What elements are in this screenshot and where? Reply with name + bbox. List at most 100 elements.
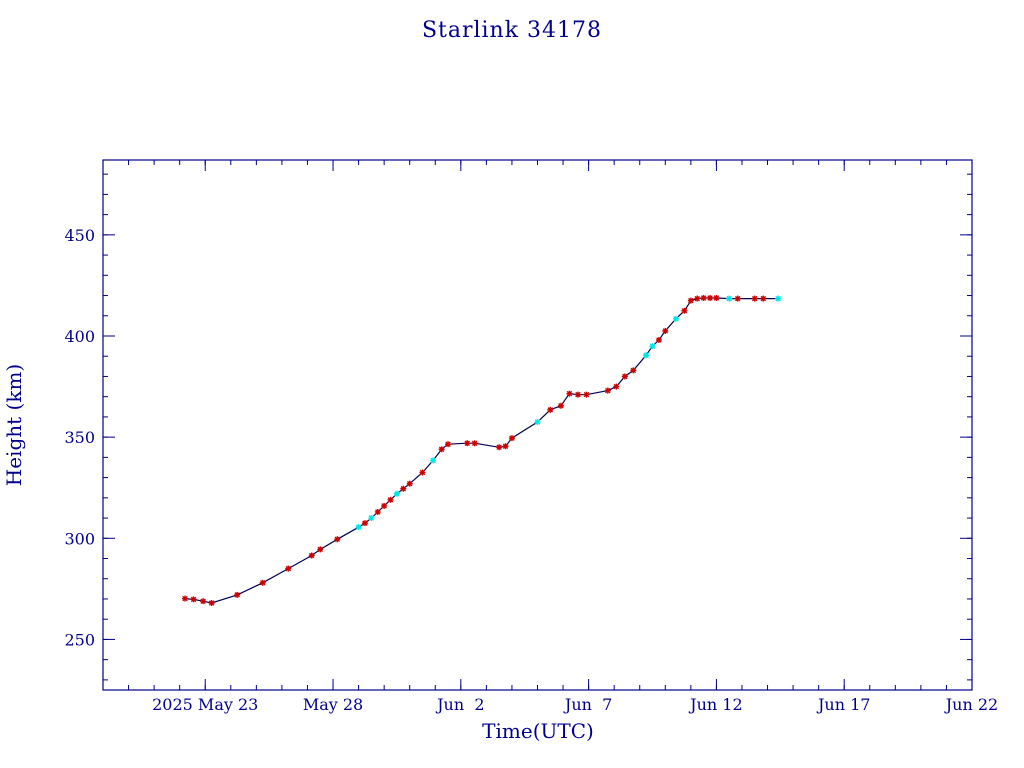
data-point-d2	[308, 552, 315, 559]
data-point	[234, 591, 241, 598]
data-point-d2	[355, 524, 362, 530]
data-point	[430, 457, 437, 464]
data-point-d2	[662, 328, 669, 334]
data-point-d2	[285, 565, 292, 572]
x-axis-label: Time(UTC)	[482, 719, 594, 743]
data-point-d2	[430, 457, 436, 464]
chart-title: Starlink 34178	[422, 18, 602, 43]
data-point-d2	[208, 600, 215, 606]
data-point-d2	[317, 546, 323, 553]
data-point	[381, 502, 388, 509]
data-point	[534, 418, 541, 425]
data-point-d2	[583, 391, 590, 398]
data-point-d2	[694, 295, 700, 302]
data-point	[604, 387, 611, 394]
data-point	[557, 402, 564, 409]
data-point-d2	[656, 337, 662, 343]
data-point	[751, 295, 758, 302]
data-point	[334, 536, 341, 543]
x-tick-label: Jun 12	[688, 695, 742, 714]
data-point	[361, 520, 368, 527]
data-point-d2	[182, 595, 188, 602]
data-point-d2	[200, 598, 206, 604]
data-point-d2	[643, 352, 649, 358]
data-point	[713, 294, 720, 301]
data-point-d2	[419, 469, 426, 476]
data-point	[734, 295, 741, 302]
data-point-d2	[760, 295, 767, 302]
data-point-d2	[190, 596, 197, 603]
y-tick-label: 450	[64, 226, 95, 245]
data-point-d2	[726, 295, 732, 302]
data-point-d2	[775, 295, 781, 302]
data-point-d2	[400, 485, 407, 492]
y-tick-label: 400	[64, 327, 95, 346]
data-series	[182, 294, 782, 607]
x-tick-label: Jun 17	[816, 695, 870, 714]
data-point-d2	[622, 373, 628, 380]
data-point-d2	[259, 580, 266, 586]
data-point	[355, 524, 362, 531]
data-point	[547, 406, 554, 413]
data-point-d2	[630, 367, 637, 374]
data-point	[681, 307, 688, 314]
series-line	[184, 297, 779, 604]
data-point-d2	[681, 307, 688, 314]
data-point	[502, 443, 509, 450]
data-point-d2	[566, 390, 573, 397]
data-point	[649, 343, 656, 350]
data-point-d2	[464, 440, 470, 446]
data-point-d2	[558, 403, 564, 409]
y-tick-label: 300	[64, 529, 95, 548]
data-point	[566, 390, 573, 397]
data-point-d2	[496, 444, 502, 450]
data-point	[621, 373, 628, 380]
data-point	[438, 446, 445, 453]
data-point	[574, 391, 581, 398]
data-point-d2	[445, 441, 451, 447]
data-point	[259, 579, 266, 586]
data-point	[496, 444, 503, 451]
data-point	[387, 496, 394, 503]
data-point-d2	[613, 383, 620, 390]
data-point-d2	[509, 435, 515, 441]
data-point-d2	[700, 295, 707, 301]
data-point	[655, 337, 662, 344]
data-point-d2	[534, 419, 541, 425]
data-point-d2	[502, 443, 509, 449]
data-point-d2	[649, 343, 656, 349]
data-point	[464, 440, 471, 447]
data-point	[419, 469, 426, 476]
data-point-d2	[406, 480, 413, 487]
data-point	[775, 295, 782, 302]
data-point	[700, 294, 707, 301]
data-point-d2	[605, 387, 611, 394]
data-point	[317, 546, 324, 553]
data-point	[368, 515, 375, 522]
data-point	[508, 435, 515, 442]
axes: 2025 May 23 May 28 Jun 2 Jun 7 Jun 12 Jun 17 J…	[64, 159, 998, 714]
data-point	[760, 295, 767, 302]
data-point-d2	[471, 440, 478, 446]
data-point-d2	[575, 391, 581, 398]
data-point-d2	[362, 520, 368, 526]
data-point-d2	[547, 407, 554, 413]
data-point-d2	[375, 509, 381, 515]
x-tick-label: Jun 22	[944, 695, 998, 714]
y-axis-label: Height (km)	[2, 364, 26, 486]
data-point	[613, 383, 620, 390]
data-point	[694, 295, 701, 302]
data-point-d2	[707, 295, 713, 301]
data-point	[400, 485, 407, 492]
data-point-d2	[334, 536, 341, 543]
data-point	[393, 490, 400, 497]
y-tick-label: 250	[64, 630, 95, 649]
data-point	[662, 327, 669, 334]
data-point	[630, 367, 637, 374]
data-point-d2	[234, 592, 240, 598]
data-point	[182, 595, 189, 602]
data-point-d2	[688, 297, 694, 304]
data-point-d2	[673, 316, 679, 322]
data-point	[726, 295, 733, 302]
